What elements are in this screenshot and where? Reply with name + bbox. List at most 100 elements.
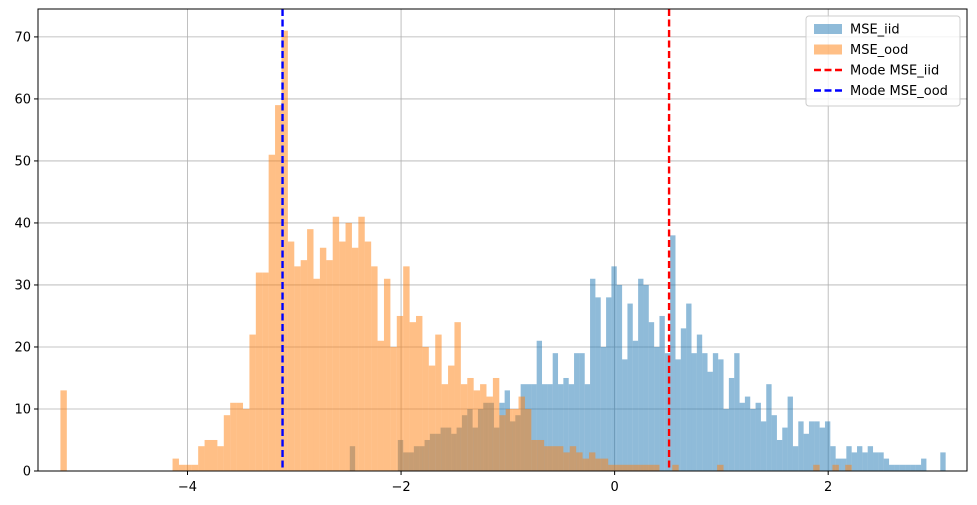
- histogram-bar: [691, 353, 697, 471]
- histogram-bar: [846, 446, 852, 471]
- histogram-bar: [582, 458, 589, 471]
- legend-swatch: [814, 44, 842, 55]
- histogram-bar: [857, 446, 863, 471]
- y-tick-label: 50: [14, 154, 31, 169]
- histogram-bar: [383, 278, 391, 471]
- histogram-bar: [568, 384, 575, 471]
- legend-swatch: [814, 24, 842, 34]
- histogram-bar: [518, 396, 525, 471]
- histogram-bar: [633, 464, 641, 471]
- histogram-bar: [776, 439, 783, 471]
- histogram-bar: [556, 446, 564, 471]
- histogram-bar: [867, 446, 874, 471]
- histogram-bar: [339, 241, 346, 471]
- histogram-bar: [824, 421, 831, 471]
- histogram-bar: [814, 421, 820, 471]
- histogram-bar: [584, 384, 591, 471]
- histogram-bar: [830, 446, 836, 471]
- histogram-bar: [569, 446, 577, 471]
- histogram-bar: [403, 266, 410, 471]
- histogram-bar: [654, 346, 660, 471]
- histogram-bar: [563, 452, 570, 471]
- histogram-bar: [364, 241, 372, 471]
- histogram-bar: [616, 284, 623, 471]
- histogram-bar: [422, 346, 429, 471]
- histogram-bar: [894, 464, 900, 471]
- histogram-bar: [739, 402, 745, 471]
- histogram-bar: [734, 353, 740, 471]
- histogram-bar: [588, 452, 596, 471]
- histogram-bar: [377, 340, 384, 471]
- histogram-bar: [345, 222, 352, 471]
- legend: MSE_iid MSE_ood Mode MSE_iid Mode MSE_ood: [805, 15, 961, 107]
- histogram-bar: [640, 464, 647, 471]
- histogram-bar: [643, 284, 649, 471]
- histogram-bar: [659, 315, 665, 471]
- histogram-bar: [646, 464, 654, 471]
- histogram-bar: [544, 446, 551, 471]
- histogram-bar: [712, 353, 719, 471]
- histogram-bar: [621, 464, 628, 471]
- histogram-bar: [198, 446, 205, 471]
- histogram-bar: [574, 353, 580, 471]
- histogram-bar: [653, 464, 660, 471]
- histogram-bar: [840, 458, 847, 471]
- histogram-bar: [905, 464, 911, 471]
- series-mse-ood: [60, 30, 852, 472]
- y-tick-label: 30: [14, 278, 31, 293]
- histogram-bar: [787, 396, 793, 471]
- histogram-bar: [473, 390, 481, 471]
- histogram-bar: [550, 446, 557, 471]
- histogram-bar: [608, 464, 615, 471]
- histogram-bar: [313, 278, 320, 471]
- histogram-bar: [281, 30, 288, 471]
- x-tick-label: −2: [391, 480, 410, 495]
- histogram-bar: [782, 427, 788, 471]
- histogram-bar: [454, 322, 461, 471]
- histogram-bar: [622, 359, 628, 471]
- histogram-bar: [686, 303, 692, 471]
- histogram-bar: [728, 377, 735, 471]
- histogram-bar: [813, 464, 820, 471]
- histogram-bar: [819, 427, 825, 471]
- histogram-bar: [744, 396, 751, 471]
- legend-label: MSE_ood: [850, 43, 908, 58]
- histogram-bar: [766, 384, 772, 471]
- histogram-bar: [889, 464, 895, 471]
- histogram-bar: [632, 340, 639, 471]
- histogram-bar: [940, 452, 946, 471]
- mode-lines: [281, 9, 671, 471]
- histogram-bar: [718, 359, 724, 471]
- histogram-bar: [249, 334, 256, 471]
- histogram-bar: [358, 216, 365, 471]
- histogram-bar: [416, 315, 423, 471]
- histogram-bar: [441, 384, 449, 471]
- x-axis-ticks: −4 −2 0 2: [178, 471, 832, 495]
- histogram-bar: [409, 322, 417, 471]
- histogram-bar: [664, 353, 671, 471]
- histogram-bar: [595, 458, 602, 471]
- histogram-bar: [702, 353, 708, 471]
- histogram-bar: [601, 458, 609, 471]
- histogram-bar: [672, 464, 679, 471]
- legend-box: [805, 15, 961, 107]
- histogram-bar: [883, 458, 890, 471]
- histogram-bar: [808, 421, 815, 471]
- histogram-bar: [230, 402, 237, 471]
- histogram-bar: [178, 464, 186, 471]
- histogram-bar: [428, 365, 436, 471]
- histogram-bar: [486, 396, 493, 471]
- histogram-bar: [648, 322, 655, 471]
- histogram-bar: [670, 235, 676, 471]
- histogram-bar: [326, 260, 333, 471]
- histogram-bar: [792, 446, 799, 471]
- histogram-bar: [717, 464, 724, 471]
- histogram-bar: [531, 384, 537, 471]
- histogram-bar: [172, 458, 179, 471]
- histogram-bar: [595, 297, 601, 471]
- histogram-bar: [915, 464, 922, 471]
- histogram-bar: [803, 433, 809, 471]
- histogram-bar: [832, 464, 839, 471]
- histogram-bar: [307, 229, 314, 471]
